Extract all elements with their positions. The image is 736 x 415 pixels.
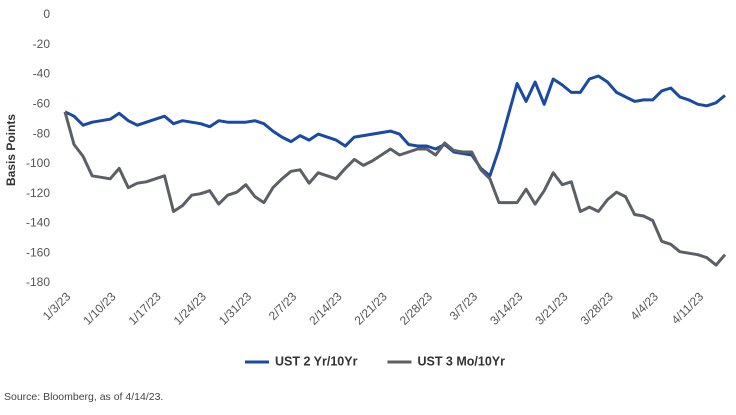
y-tick-label: -80	[33, 126, 51, 140]
x-tick-label: 2/14/23	[306, 289, 344, 327]
y-tick-label: -120	[26, 186, 50, 200]
y-tick-label: 0	[43, 7, 50, 21]
y-tick-label: -60	[33, 97, 51, 111]
x-tick-label: 3/28/23	[578, 289, 616, 327]
x-tick-label: 3/21/23	[532, 289, 570, 327]
series-line	[63, 111, 727, 267]
x-tick-label: 4/4/23	[628, 289, 662, 323]
x-tick-label: 1/17/23	[126, 289, 164, 327]
x-tick-label: 2/7/23	[266, 289, 300, 323]
x-tick-label: 3/14/23	[487, 289, 525, 327]
series-line	[64, 74, 726, 178]
y-tick-label: -180	[26, 275, 50, 289]
legend-label: UST 2 Yr/10Yr	[275, 354, 358, 368]
x-tick-label: 1/31/23	[216, 289, 254, 327]
y-tick-label: -160	[26, 245, 50, 259]
x-tick-label: 1/3/23	[40, 289, 74, 323]
legend-label: UST 3 Mo/10Yr	[417, 354, 505, 368]
x-tick-label: 1/10/23	[80, 289, 118, 327]
x-tick-label: 1/24/23	[171, 289, 209, 327]
y-tick-label: -40	[33, 67, 51, 81]
x-tick-label: 2/21/23	[352, 289, 390, 327]
x-tick-label: 2/28/23	[397, 289, 435, 327]
source-note: Source: Bloomberg, as of 4/14/23.	[4, 391, 163, 403]
x-tick-label: 4/11/23	[669, 289, 707, 327]
y-tick-label: -140	[26, 216, 50, 230]
x-tick-label: 3/7/23	[447, 289, 481, 323]
y-axis-title: Basis Points	[4, 114, 18, 186]
y-tick-label: -100	[26, 156, 50, 170]
y-tick-label: -20	[33, 37, 51, 51]
